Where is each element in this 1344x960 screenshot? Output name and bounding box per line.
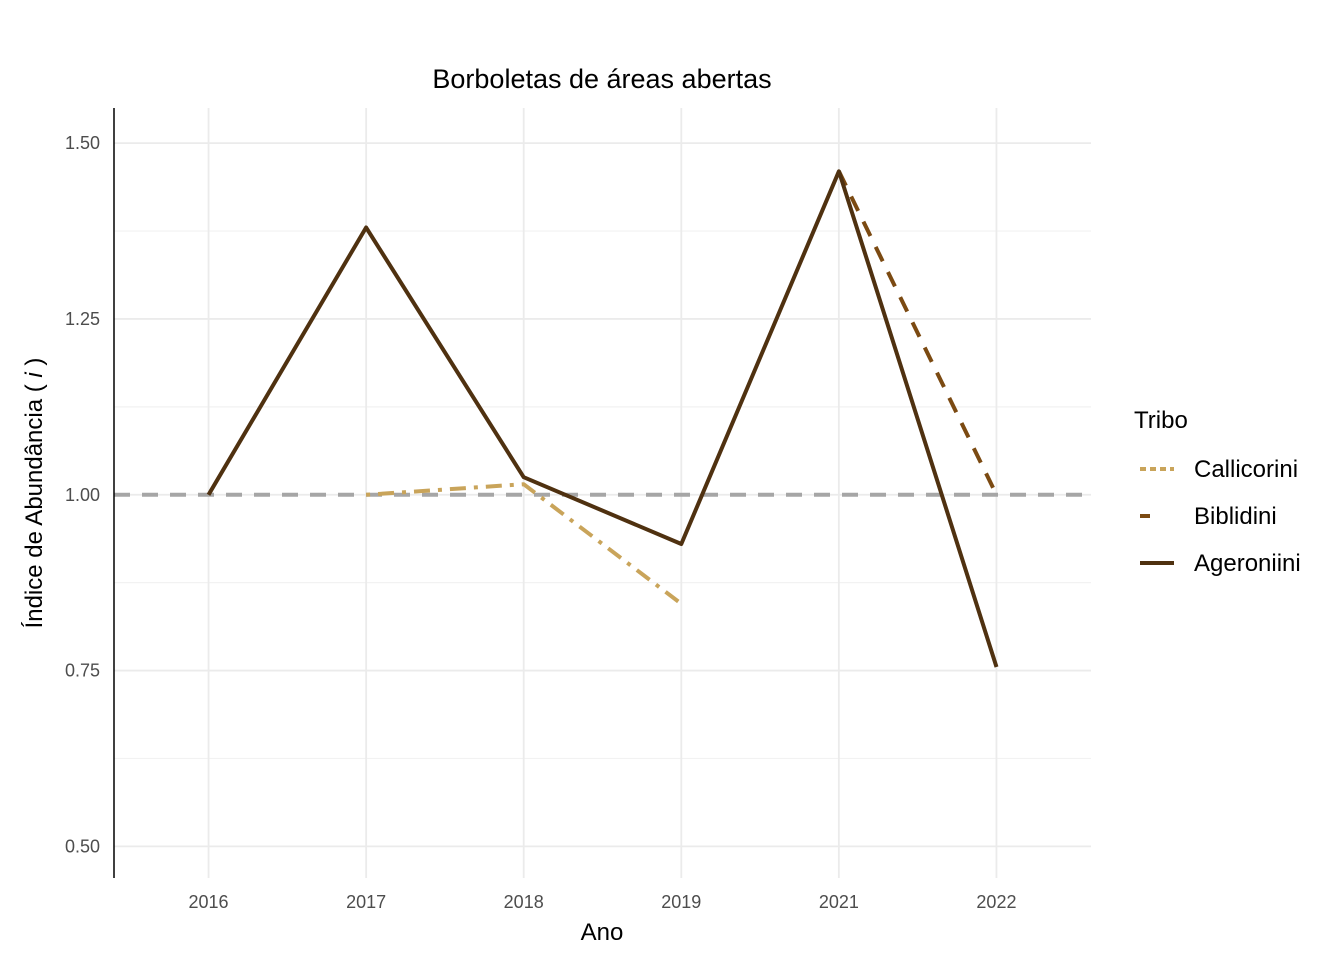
x-tick-label: 2021 bbox=[819, 892, 859, 912]
series-line-ageroniini bbox=[206, 169, 999, 668]
y-tick-label: 0.75 bbox=[65, 661, 100, 681]
chart-title: Borboletas de áreas abertas bbox=[432, 64, 771, 94]
x-tick-label: 2018 bbox=[504, 892, 544, 912]
y-tick-label: 0.50 bbox=[65, 836, 100, 856]
x-tick-label: 2017 bbox=[346, 892, 386, 912]
y-tick-labels: 0.50 0.75 1.00 1.25 1.50 bbox=[65, 133, 100, 856]
legend-label-biblidini: Biblidini bbox=[1194, 503, 1277, 530]
series-line-callicorini bbox=[365, 482, 683, 606]
x-tick-label: 2022 bbox=[976, 892, 1016, 912]
series-line-biblidini bbox=[837, 170, 999, 496]
x-tick-label: 2016 bbox=[189, 892, 229, 912]
y-axis-title-prefix: Índice de Abundância ( bbox=[21, 378, 48, 629]
x-axis-title: Ano bbox=[581, 919, 624, 946]
x-tick-labels: 2016 2017 2018 2019 2021 2022 bbox=[189, 892, 1017, 912]
y-axis-title-variable: i bbox=[21, 372, 48, 378]
legend-label-ageroniini: Ageroniini bbox=[1194, 550, 1301, 577]
y-tick-label: 1.25 bbox=[65, 309, 100, 329]
series-lines bbox=[206, 169, 999, 668]
x-tick-label: 2019 bbox=[661, 892, 701, 912]
y-tick-label: 1.00 bbox=[65, 485, 100, 505]
y-tick-label: 1.50 bbox=[65, 133, 100, 153]
legend-title: Tribo bbox=[1134, 407, 1188, 434]
legend-label-callicorini: Callicorini bbox=[1194, 456, 1298, 483]
y-axis-title-suffix: ) bbox=[21, 358, 48, 373]
y-axis-title: Índice de Abundância ( i ) bbox=[21, 358, 48, 629]
legend: Tribo Callicorini Biblidini Ageroniini bbox=[1134, 407, 1301, 577]
legend-items: Callicorini Biblidini Ageroniini bbox=[1140, 456, 1301, 577]
